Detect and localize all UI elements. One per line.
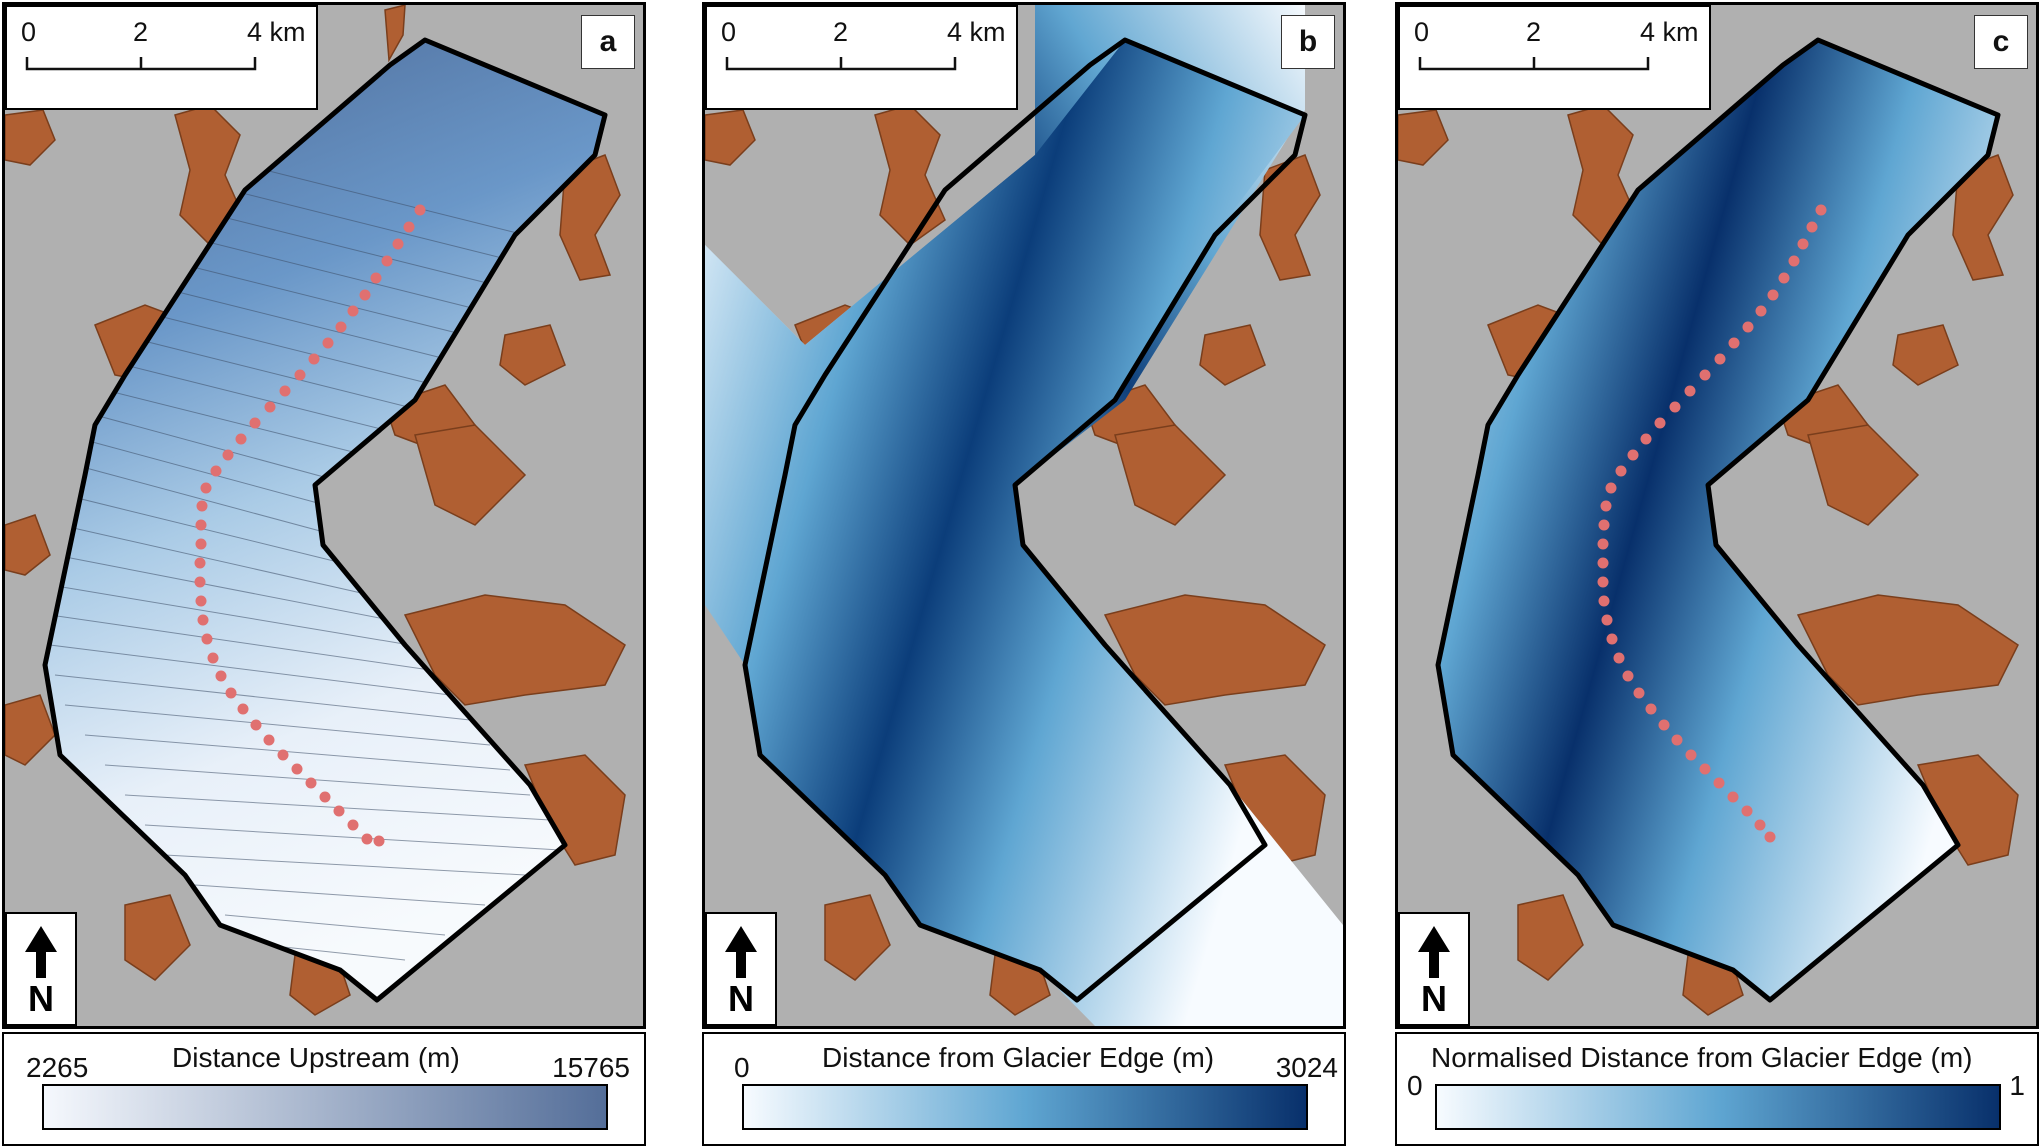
flowline-contours-a [49,164,561,961]
map-a-canvas [5,5,626,1016]
map-c: 0 2 4 km c N [1395,2,2039,1029]
distance-raster-b [705,5,1343,1026]
panel-label-b: b [1281,15,1335,69]
legend-min-a: 2265 [26,1052,89,1083]
lakes-c [1398,104,2019,1016]
glacier-a-raster [45,40,605,1000]
legend-colorbar-b [742,1084,1308,1130]
legend-c: Normalised Distance from Glacier Edge (m… [1395,1032,2039,1146]
scale-bar-c: 0 2 4 km [1398,5,1711,110]
legend-min-b: 0 [734,1052,750,1083]
map-c-canvas [1398,37,2019,1016]
panel-a: 0 2 4 km a N Distance Upstream (m) 2265 … [0,0,648,1148]
north-arrow-icon [1418,926,1450,978]
scale-tick-2: 2 [133,17,149,47]
normalised-raster-c [1438,40,1998,1000]
north-arrow-icon [725,926,757,978]
legend-title-c: Normalised Distance from Glacier Edge (m… [1431,1042,1973,1073]
north-arrow-a: N [5,912,77,1026]
north-label-c: N [1421,978,1447,1019]
map-b: 0 2 4 km b N [702,2,1346,1029]
legend-colorbar-a [42,1084,608,1130]
legend-max-b: 3024 [1275,1052,1338,1083]
scale-tick-0: 0 [721,17,737,47]
scale-tick-4: 4 km [947,17,1006,47]
legend-a: Distance Upstream (m) 2265 15765 [2,1032,646,1146]
glacier-outline-b [742,37,1308,1003]
north-arrow-icon [25,926,57,978]
scale-tick-0: 0 [21,17,37,47]
legend-max-c: 1 [2009,1070,2025,1101]
north-arrow-c: N [1398,912,1470,1026]
legend-min-c: 0 [1407,1070,1423,1101]
north-arrow-b: N [705,912,777,1026]
north-label-b: N [728,978,754,1019]
legend-colorbar-c [1435,1084,2001,1130]
panel-label-c: c [1974,15,2028,69]
map-b-canvas [705,5,1343,1026]
panel-b: 0 2 4 km b N Distance from Glacier Edge … [700,0,1348,1148]
legend-max-a: 15765 [552,1052,630,1083]
scale-tick-4: 4 km [1640,17,1699,47]
scale-bar-a: 0 2 4 km [5,5,318,110]
glacier-outline-a [42,37,608,1003]
panel-c: 0 2 4 km c N Normalised Distance from Gl… [1393,0,2041,1148]
centreline-points-a [194,204,426,847]
scale-tick-4: 4 km [247,17,306,47]
map-a: 0 2 4 km a N [2,2,646,1029]
scale-bar-b: 0 2 4 km [705,5,1018,110]
legend-title-a: Distance Upstream (m) [172,1042,460,1073]
legend-b: Distance from Glacier Edge (m) 0 3024 [702,1032,1346,1146]
scale-tick-0: 0 [1414,17,1430,47]
panel-label-a: a [581,15,635,69]
scale-tick-2: 2 [1526,17,1542,47]
scale-tick-2: 2 [833,17,849,47]
centreline-points-c [1597,204,1827,843]
legend-title-b: Distance from Glacier Edge (m) [822,1042,1215,1073]
north-label-a: N [28,978,54,1019]
glacier-outline-c [1435,37,2001,1003]
